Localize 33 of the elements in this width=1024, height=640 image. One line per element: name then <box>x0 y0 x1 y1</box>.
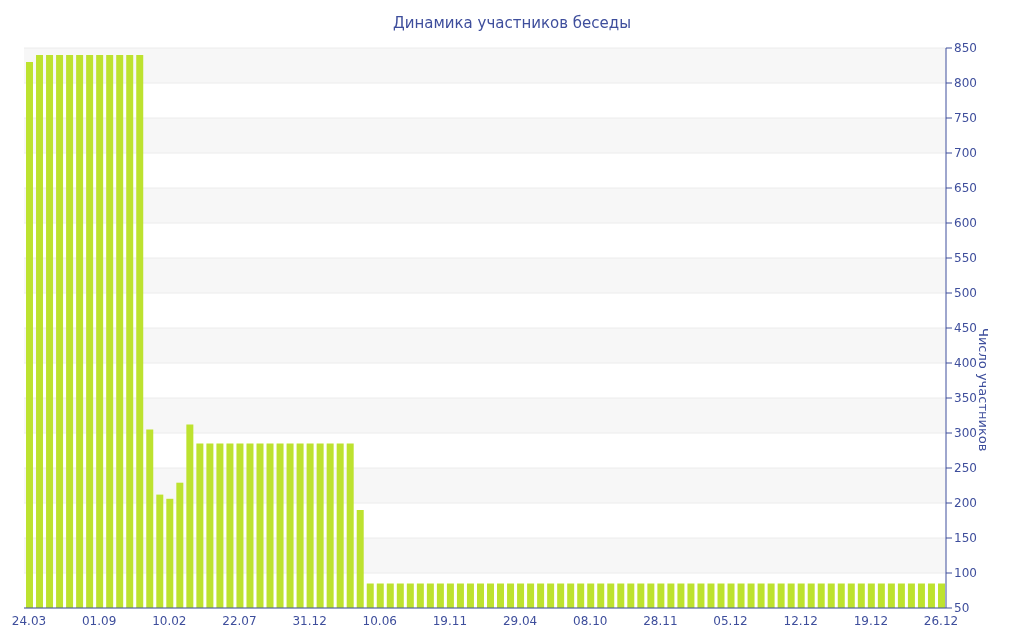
y-tick-label: 550 <box>954 251 977 266</box>
y-tick-label: 50 <box>954 601 970 616</box>
x-tick-label: 19.11 <box>432 613 468 628</box>
y-tick-label: 100 <box>954 566 977 581</box>
y-tick-label: 600 <box>954 216 977 231</box>
y-tick-label: 400 <box>954 356 977 371</box>
x-tick-label: 29.04 <box>502 613 538 628</box>
x-tick-label: 31.12 <box>292 613 327 628</box>
y-tick-label: 300 <box>954 426 977 441</box>
x-tick-label: 22.07 <box>222 613 257 628</box>
y-tick-label: 850 <box>954 41 977 56</box>
x-tick-label: 19.12 <box>853 613 889 628</box>
chart-title: Динамика участников беседы <box>391 13 632 34</box>
x-tick-label: 08.10 <box>573 613 608 628</box>
y-tick-label: 500 <box>954 286 977 301</box>
x-tick-label: 01.09 <box>81 613 117 628</box>
y-tick-label: 750 <box>954 111 977 126</box>
y-tick-label: 150 <box>954 531 977 546</box>
y-axis-title: Число участников <box>976 328 992 452</box>
y-tick-label: 200 <box>954 496 977 511</box>
y-tick-label: 350 <box>954 391 977 406</box>
x-tick-label: 12.12 <box>783 613 818 628</box>
y-tick-label: 450 <box>954 321 977 336</box>
x-tick-label: 24.03 <box>11 613 47 628</box>
y-tick-label: 800 <box>954 76 977 91</box>
y-tick-label: 700 <box>954 146 977 161</box>
x-tick-label: 10.06 <box>362 613 397 628</box>
x-tick-label: 26.12 <box>923 613 959 628</box>
x-tick-label: 05.12 <box>713 613 748 628</box>
y-tick-label: 650 <box>954 181 977 196</box>
x-tick-label: 28.11 <box>643 613 678 628</box>
x-tick-label: 10.02 <box>152 613 187 628</box>
y-tick-label: 250 <box>954 461 977 476</box>
